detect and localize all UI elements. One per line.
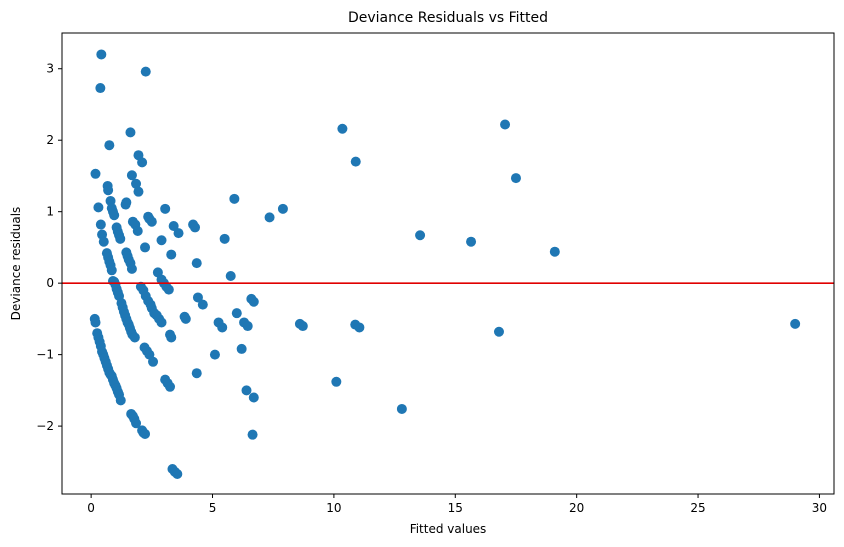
- data-point: [160, 203, 171, 214]
- data-point: [350, 156, 361, 167]
- data-point: [242, 321, 253, 332]
- data-point: [248, 296, 259, 307]
- data-point: [192, 292, 203, 303]
- data-point: [125, 127, 136, 138]
- x-tick-label: 30: [812, 501, 827, 515]
- y-axis-title: Deviance residuals: [9, 207, 23, 321]
- x-axis-ticks: 0 5 10 15 20 25 30: [87, 494, 827, 515]
- data-point: [95, 219, 106, 230]
- data-point: [236, 343, 247, 354]
- data-point: [163, 284, 174, 295]
- data-point: [165, 381, 176, 392]
- data-point: [229, 193, 240, 204]
- data-point: [156, 235, 167, 246]
- x-tick-label: 15: [448, 501, 463, 515]
- data-point: [133, 186, 144, 197]
- data-point: [337, 123, 348, 134]
- data-point: [131, 418, 142, 429]
- data-point: [109, 210, 120, 221]
- data-point: [197, 299, 208, 310]
- data-point: [104, 140, 115, 151]
- data-point: [396, 403, 407, 414]
- data-point: [115, 395, 126, 406]
- x-axis-title: Fitted values: [410, 522, 487, 536]
- data-point: [148, 356, 159, 367]
- data-point: [510, 173, 521, 184]
- data-point: [415, 230, 426, 241]
- y-axis-ticks: −2 −1 0 1 2 3: [36, 62, 62, 433]
- data-point: [248, 392, 259, 403]
- x-tick-label: 20: [569, 501, 584, 515]
- data-point: [231, 308, 242, 319]
- data-point: [120, 199, 131, 210]
- data-point: [173, 228, 184, 239]
- data-point: [168, 220, 179, 231]
- y-tick-label: 1: [46, 205, 54, 219]
- data-point: [191, 258, 202, 269]
- data-point: [493, 326, 504, 337]
- data-point: [140, 242, 151, 253]
- data-point: [132, 225, 143, 236]
- data-point: [297, 321, 308, 332]
- data-point: [156, 317, 167, 328]
- data-point: [277, 203, 288, 214]
- data-point: [217, 322, 228, 333]
- data-point: [95, 83, 106, 94]
- x-tick-label: 25: [690, 501, 705, 515]
- data-point: [129, 332, 140, 343]
- data-point: [190, 222, 201, 233]
- y-tick-label: 0: [46, 276, 54, 290]
- data-point: [180, 313, 191, 324]
- data-point: [166, 332, 177, 343]
- data-point: [209, 349, 220, 360]
- points-layer: [89, 49, 801, 479]
- x-tick-label: 10: [326, 501, 341, 515]
- plot-frame: [61, 32, 835, 495]
- data-point: [466, 236, 477, 247]
- data-point: [96, 49, 107, 60]
- data-point: [106, 265, 117, 276]
- data-point: [131, 178, 142, 189]
- data-point: [98, 236, 109, 247]
- chart-title: Deviance Residuals vs Fitted: [348, 10, 548, 26]
- data-point: [331, 376, 342, 387]
- data-point: [90, 317, 101, 328]
- y-tick-label: 3: [46, 62, 54, 76]
- data-point: [225, 271, 236, 282]
- x-tick-label: 5: [209, 501, 217, 515]
- data-point: [115, 233, 126, 244]
- y-tick-label: −2: [36, 419, 54, 433]
- data-point: [126, 263, 137, 274]
- y-tick-label: 2: [46, 133, 54, 147]
- data-point: [241, 385, 252, 396]
- y-tick-label: −1: [36, 348, 54, 362]
- data-point: [103, 185, 114, 196]
- data-point: [191, 368, 202, 379]
- data-point: [264, 212, 275, 223]
- data-point: [500, 119, 511, 130]
- data-point: [172, 468, 183, 479]
- data-point: [140, 66, 151, 77]
- data-point: [219, 233, 230, 244]
- data-point: [93, 202, 104, 213]
- data-point: [166, 249, 177, 260]
- data-point: [247, 429, 258, 440]
- x-tick-label: 0: [87, 501, 95, 515]
- data-point: [790, 318, 801, 329]
- data-point: [354, 322, 365, 333]
- data-point: [140, 428, 151, 439]
- data-point: [90, 168, 101, 179]
- data-point: [126, 170, 137, 181]
- data-point: [549, 246, 560, 257]
- data-point: [146, 216, 157, 227]
- data-point: [137, 157, 148, 168]
